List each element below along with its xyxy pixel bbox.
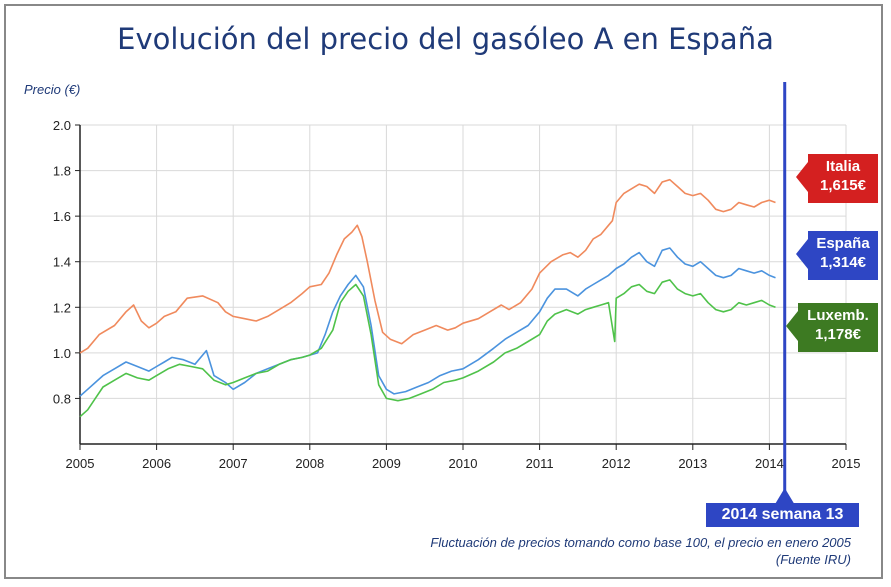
x-tick-label: 2014	[755, 456, 784, 471]
chart-frame	[4, 4, 883, 579]
y-tick-label: 0.8	[53, 391, 71, 406]
x-tick-label: 2008	[295, 456, 324, 471]
x-tick-label: 2005	[66, 456, 95, 471]
y-tick-label: 1.2	[53, 300, 71, 315]
footnote: Fluctuación de precios tomando como base…	[430, 534, 851, 568]
y-tick-label: 1.0	[53, 346, 71, 361]
x-tick-label: 2012	[602, 456, 631, 471]
callout-italia-name: Italia	[825, 158, 861, 175]
footnote-line1: Fluctuación de precios tomando como base…	[430, 535, 851, 550]
callout-espana-value: 1,314€	[820, 254, 866, 271]
callout-luxemb-pointer	[786, 311, 798, 341]
x-tick-label: 2007	[219, 456, 248, 471]
y-tick-label: 2.0	[53, 118, 71, 133]
callout-italia-value: 1,615€	[820, 177, 866, 194]
callout-luxemb-name: Luxemb.	[807, 307, 869, 324]
y-tick-label: 1.6	[53, 209, 71, 224]
week-marker-label[interactable]: 2014 semana 13	[706, 503, 859, 527]
x-tick-label: 2013	[678, 456, 707, 471]
callout-luxemb: Luxemb. 1,178€	[798, 303, 878, 352]
callout-espana-name: España	[816, 235, 870, 252]
y-axis-label: Precio (€)	[24, 82, 81, 97]
series-line-luxemb	[79, 279, 776, 418]
callout-espana: España 1,314€	[808, 231, 878, 280]
x-tick-label: 2015	[832, 456, 861, 471]
series-line-italia	[79, 178, 776, 354]
y-tick-label: 1.4	[53, 255, 71, 270]
x-tick-label: 2009	[372, 456, 401, 471]
callout-luxemb-value: 1,178€	[815, 326, 861, 343]
callout-italia: Italia 1,615€	[808, 154, 878, 203]
y-tick-label: 1.8	[53, 164, 71, 179]
callout-espana-pointer	[796, 239, 808, 269]
week-marker-arrow	[775, 488, 794, 503]
x-tick-label: 2006	[142, 456, 171, 471]
callout-italia-pointer	[796, 162, 808, 192]
series-line-espaa	[79, 247, 776, 397]
footnote-line2: (Fuente IRU)	[775, 552, 851, 567]
x-tick-label: 2011	[526, 456, 554, 471]
x-tick-label: 2010	[449, 456, 478, 471]
chart-title: Evolución del precio del gasóleo A en Es…	[117, 22, 774, 56]
